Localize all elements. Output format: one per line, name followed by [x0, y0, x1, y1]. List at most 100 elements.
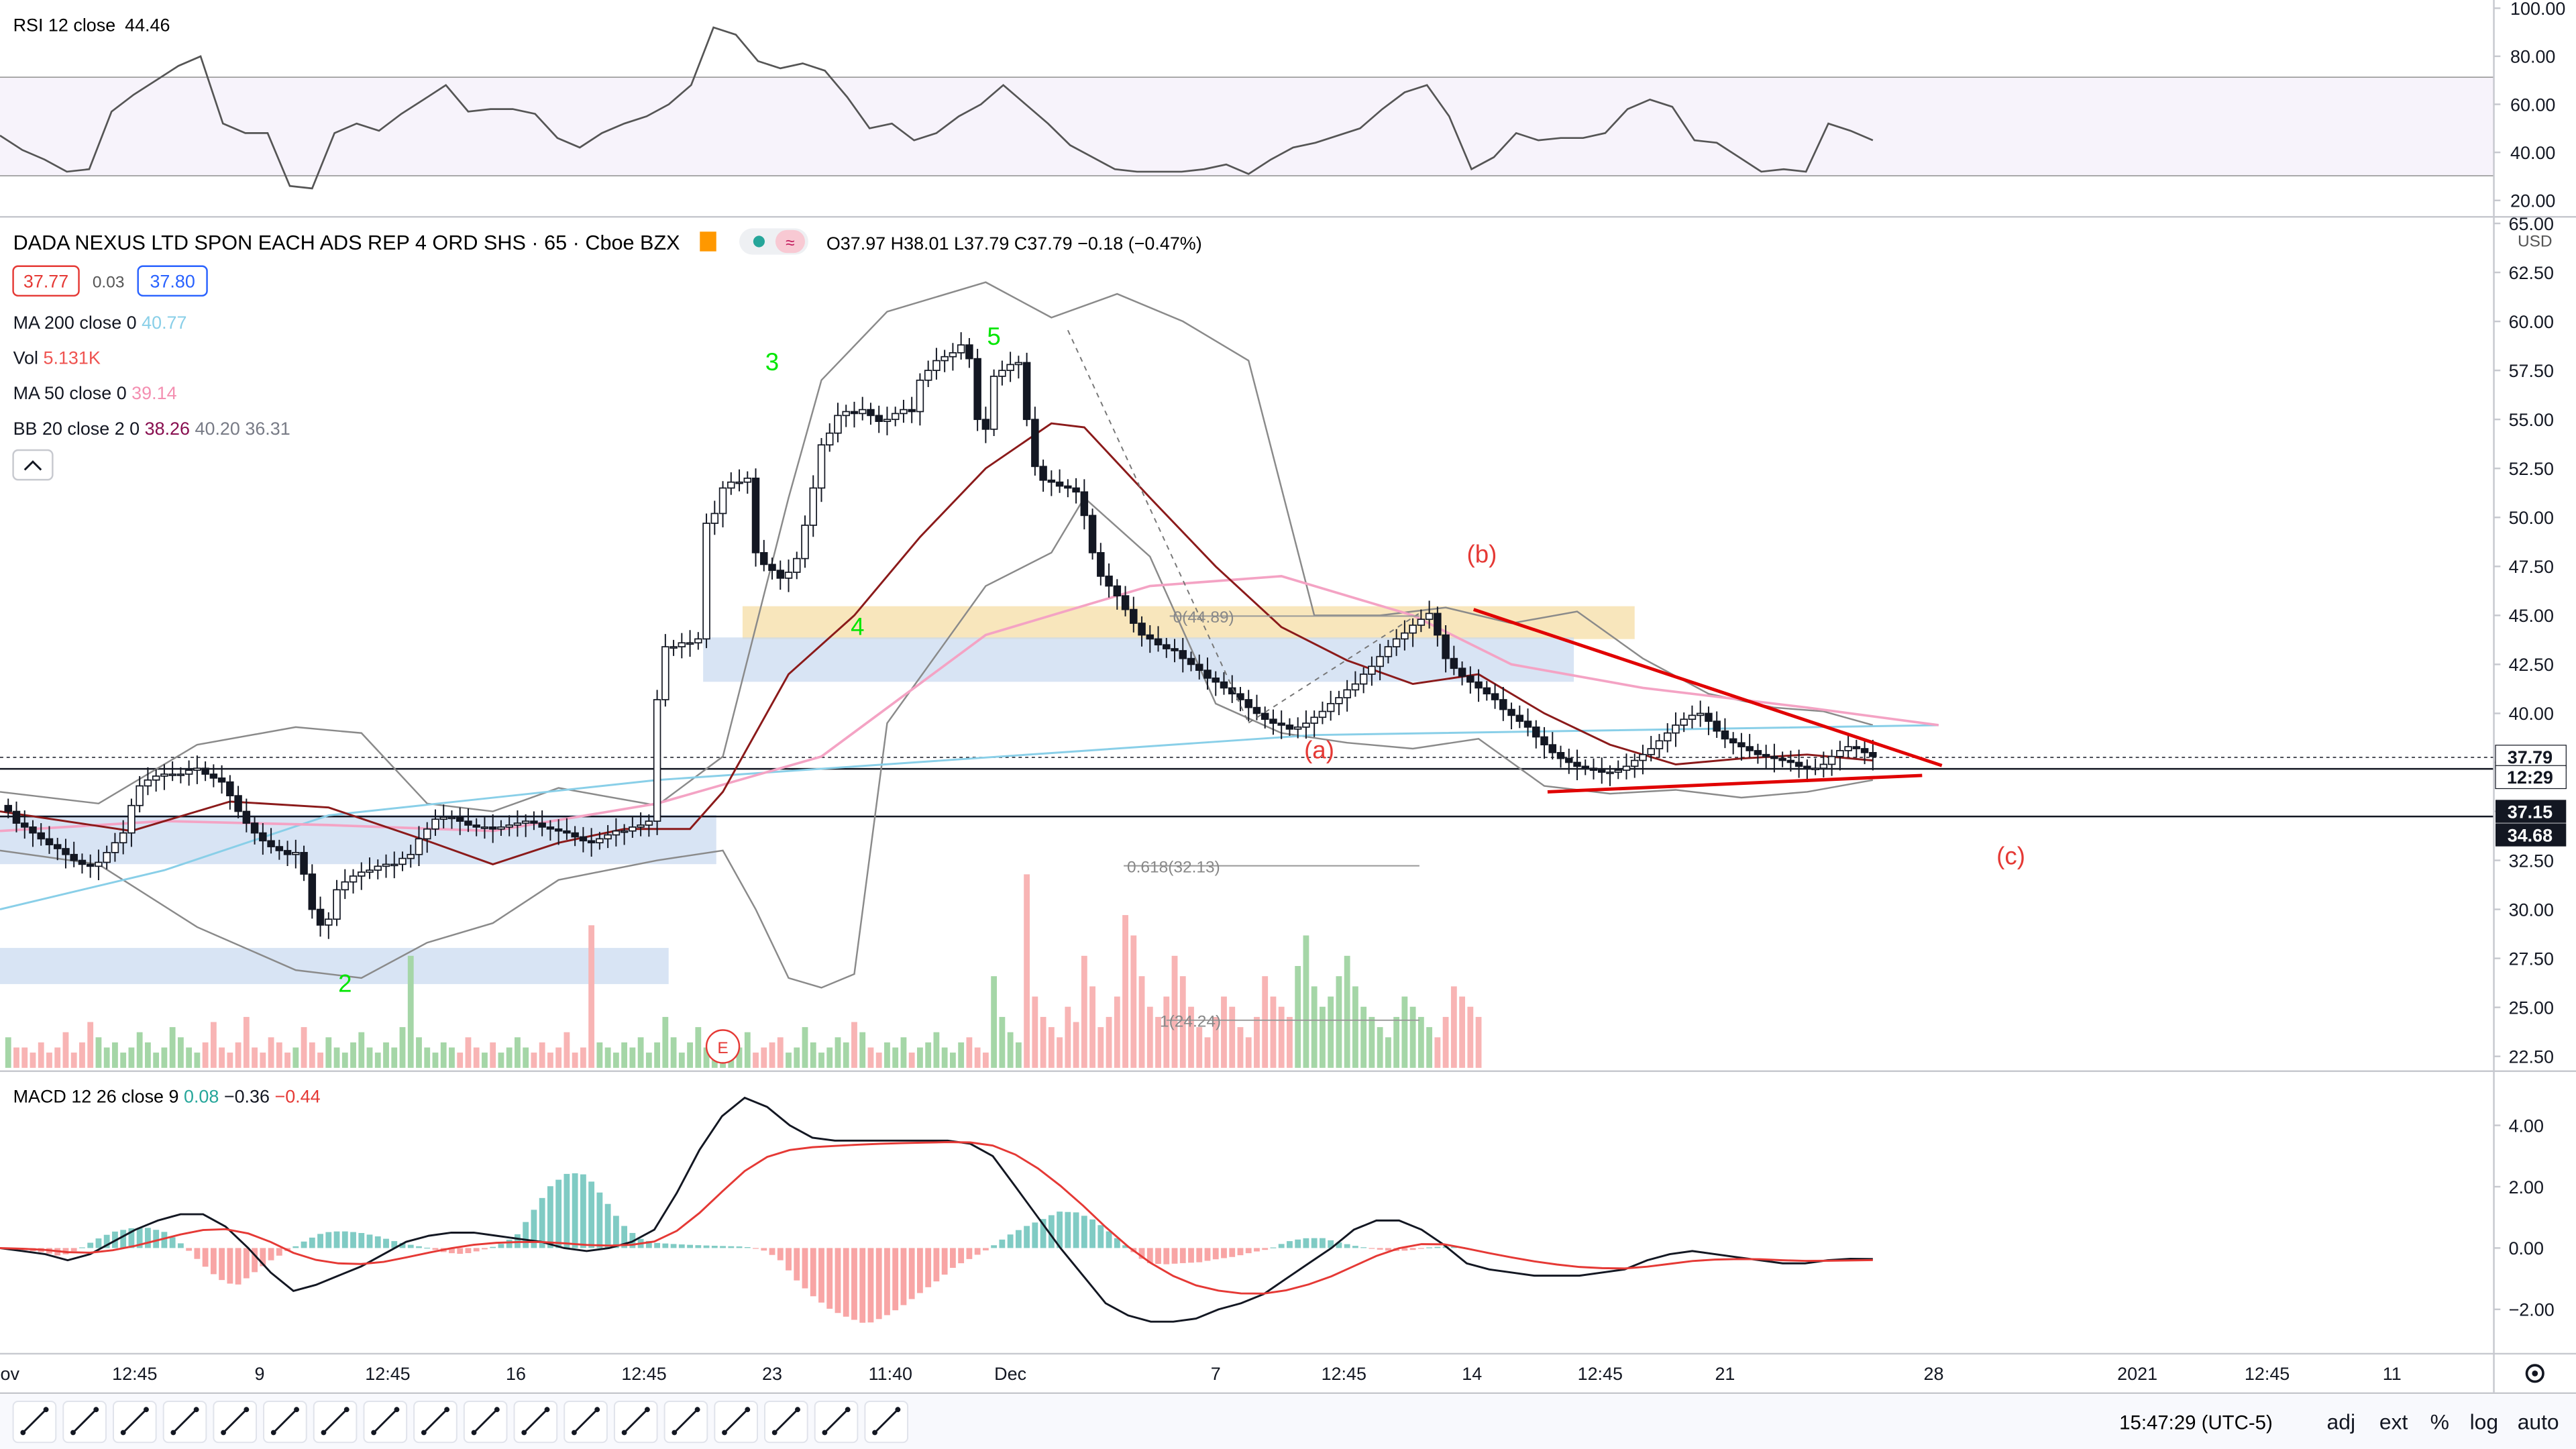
- tool-glyph-dot: [270, 1430, 276, 1436]
- axis-option-auto[interactable]: auto: [2518, 1410, 2559, 1434]
- polyline-icon[interactable]: [613, 1401, 658, 1444]
- axis-option-ext[interactable]: ext: [2379, 1410, 2408, 1434]
- axis-option-adj[interactable]: adj: [2327, 1410, 2355, 1434]
- volume-bar: [407, 955, 414, 1068]
- candle-body: [900, 409, 908, 415]
- tool-glyph: [723, 1409, 749, 1434]
- candle-body: [1121, 595, 1130, 610]
- macd-histogram-bar: [596, 1192, 603, 1248]
- macd-histogram-bar: [794, 1248, 800, 1281]
- axis-option-log[interactable]: log: [2470, 1410, 2498, 1434]
- candle-body: [1746, 746, 1754, 751]
- volume-bar: [1409, 1006, 1416, 1068]
- macd-histogram-bar: [884, 1248, 890, 1316]
- macd-histogram-bar: [1196, 1248, 1203, 1263]
- macd-histogram-bar: [120, 1230, 127, 1248]
- price-tick-label: 52.50: [2509, 459, 2554, 479]
- candle-body: [259, 832, 267, 842]
- axis-options[interactable]: adj ext% log auto: [2327, 1410, 2559, 1434]
- volume-bar: [999, 1016, 1006, 1068]
- horizontal-lines-icon[interactable]: [12, 1401, 57, 1444]
- cross-line-icon[interactable]: [714, 1401, 758, 1444]
- tool-glyph-dot: [822, 1430, 828, 1436]
- volume-bar: [645, 1053, 652, 1068]
- candle-body: [70, 853, 78, 861]
- volume-bar: [859, 1032, 866, 1068]
- vertical-lines-icon[interactable]: [263, 1401, 307, 1444]
- time-label: 11: [2383, 1364, 2402, 1384]
- candle-body: [1827, 755, 1836, 765]
- tool-glyph: [674, 1409, 698, 1434]
- candle-body: [1606, 771, 1614, 774]
- volume-bar: [1426, 1027, 1433, 1068]
- volume-bar: [826, 1047, 833, 1068]
- volume-bar: [473, 1047, 480, 1068]
- rsi-tick-label: 60.00: [2510, 95, 2555, 115]
- arrow-icon[interactable]: [363, 1401, 408, 1444]
- drawing-toolbar[interactable]: [12, 1401, 909, 1444]
- trend-lines-icon[interactable]: [62, 1401, 107, 1444]
- tool-glyph: [323, 1409, 347, 1434]
- pattern-tool-icon[interactable]: [162, 1401, 207, 1444]
- tool-glyph: [423, 1409, 448, 1434]
- svg-text:O37.97 H38.01 L37.79 C37.79 −0: O37.97 H38.01 L37.79 C37.79 −0.18 (−0.47…: [826, 233, 1202, 254]
- settings-icon[interactable]: [2525, 1364, 2544, 1383]
- ellipse-icon[interactable]: [564, 1401, 608, 1444]
- rectangle-icon[interactable]: [463, 1401, 508, 1444]
- volume-bar: [974, 1047, 981, 1068]
- parallel-channel-icon[interactable]: [213, 1401, 258, 1444]
- macd-histogram-bar: [859, 1248, 866, 1323]
- candles: [4, 332, 1877, 939]
- macd-histogram-bar: [1385, 1248, 1391, 1251]
- volume-bar: [1073, 1022, 1079, 1068]
- candle-body: [300, 852, 308, 875]
- collapse-legend-button[interactable]: [12, 449, 54, 481]
- flag-icon[interactable]: [700, 231, 716, 252]
- candle-body: [1434, 612, 1442, 636]
- ask-button[interactable]: [137, 265, 208, 297]
- candle-body: [727, 481, 735, 489]
- earnings-marker[interactable]: [705, 1029, 741, 1064]
- candle-body: [480, 826, 489, 829]
- abc-icon[interactable]: [814, 1401, 859, 1444]
- candle-body: [669, 646, 678, 649]
- candle-body: [1335, 697, 1343, 704]
- macd-histogram-bar: [432, 1248, 439, 1250]
- bid-button[interactable]: [12, 265, 80, 297]
- tool-glyph-dot: [244, 1407, 250, 1413]
- macd-histogram-bar: [843, 1248, 849, 1317]
- wave-label: (b): [1467, 540, 1497, 568]
- volume-bar: [227, 1053, 233, 1068]
- wave-icon[interactable]: [864, 1401, 909, 1444]
- candle-body: [226, 781, 234, 796]
- candle-body: [1088, 515, 1097, 553]
- axis-option-percent[interactable]: %: [2430, 1410, 2449, 1434]
- tool-glyph-dot: [594, 1407, 600, 1413]
- fib-tool-icon[interactable]: [113, 1401, 157, 1444]
- price-tick-label: 57.50: [2509, 361, 2554, 381]
- candle-body: [1499, 699, 1507, 710]
- trendline-upper: [1472, 608, 1943, 767]
- demand-zone-lower: [0, 948, 669, 984]
- volume-bar: [596, 1042, 603, 1068]
- line-icon[interactable]: [413, 1401, 458, 1444]
- wave-label: 2: [338, 969, 352, 997]
- vertical-line-icon[interactable]: [663, 1401, 708, 1444]
- time-axis[interactable]: ov 12:45 9 12:45 16 12:45 23 11:40 Dec 7 12:45 14 12…: [0, 1364, 2401, 1384]
- volume-bar: [1320, 1006, 1326, 1068]
- macd-histogram-bar: [498, 1244, 504, 1248]
- candle-body: [1589, 767, 1598, 771]
- elliott-icon[interactable]: [764, 1401, 808, 1444]
- volume-bar: [1295, 966, 1301, 1068]
- ray-icon[interactable]: [313, 1401, 358, 1444]
- volume-bar: [1352, 986, 1358, 1068]
- curve-icon[interactable]: [513, 1401, 558, 1444]
- volume-bar: [87, 1022, 94, 1068]
- tool-glyph-dot: [672, 1430, 678, 1436]
- candle-body: [1811, 767, 1819, 771]
- volume-bar: [1163, 996, 1170, 1068]
- volume-bar: [1015, 1042, 1022, 1068]
- macd-histogram-bar: [1122, 1245, 1128, 1248]
- candle-body: [1786, 759, 1795, 763]
